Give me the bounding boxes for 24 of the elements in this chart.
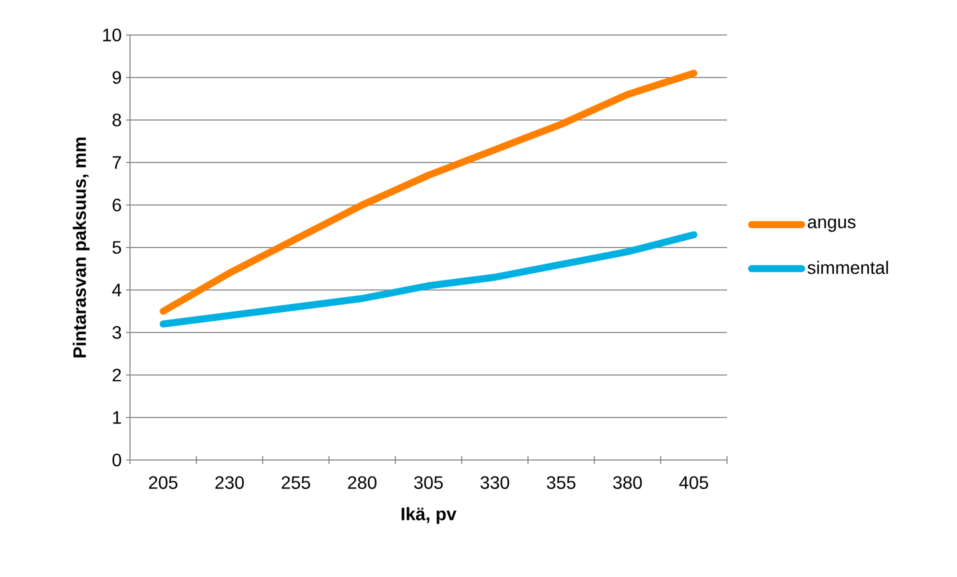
y-tick-label: 10 <box>103 28 122 42</box>
y-axis-title: Pintarasvan paksuus, mm <box>72 138 90 358</box>
y-tick-label: 7 <box>112 156 121 169</box>
x-tick-label: 355 <box>546 476 576 489</box>
x-tick-label: 255 <box>282 476 310 489</box>
y-tick-label: 8 <box>112 114 122 126</box>
x-tick-label: 380 <box>613 476 642 489</box>
y-tick-label: 2 <box>112 368 121 382</box>
x-tick-label: 205 <box>149 476 178 489</box>
x-tick-label: 405 <box>679 476 708 489</box>
y-tick-label: 6 <box>112 198 122 212</box>
legend-label: simmental <box>808 260 888 274</box>
x-tick-label: 280 <box>348 476 376 489</box>
x-tick-label: 305 <box>414 476 443 489</box>
y-tick-label: 4 <box>112 284 122 296</box>
y-tick-label: 9 <box>112 71 121 84</box>
y-tick-label: 1 <box>113 411 121 424</box>
x-tick-label: 330 <box>480 476 510 489</box>
y-tick-label: 0 <box>112 454 122 466</box>
x-axis-title: Ikä, pv <box>402 507 456 524</box>
y-tick-label: 3 <box>112 326 122 339</box>
legend-label: angus <box>808 218 856 232</box>
x-tick-label: 230 <box>215 476 244 489</box>
y-tick-label: 5 <box>112 241 122 254</box>
